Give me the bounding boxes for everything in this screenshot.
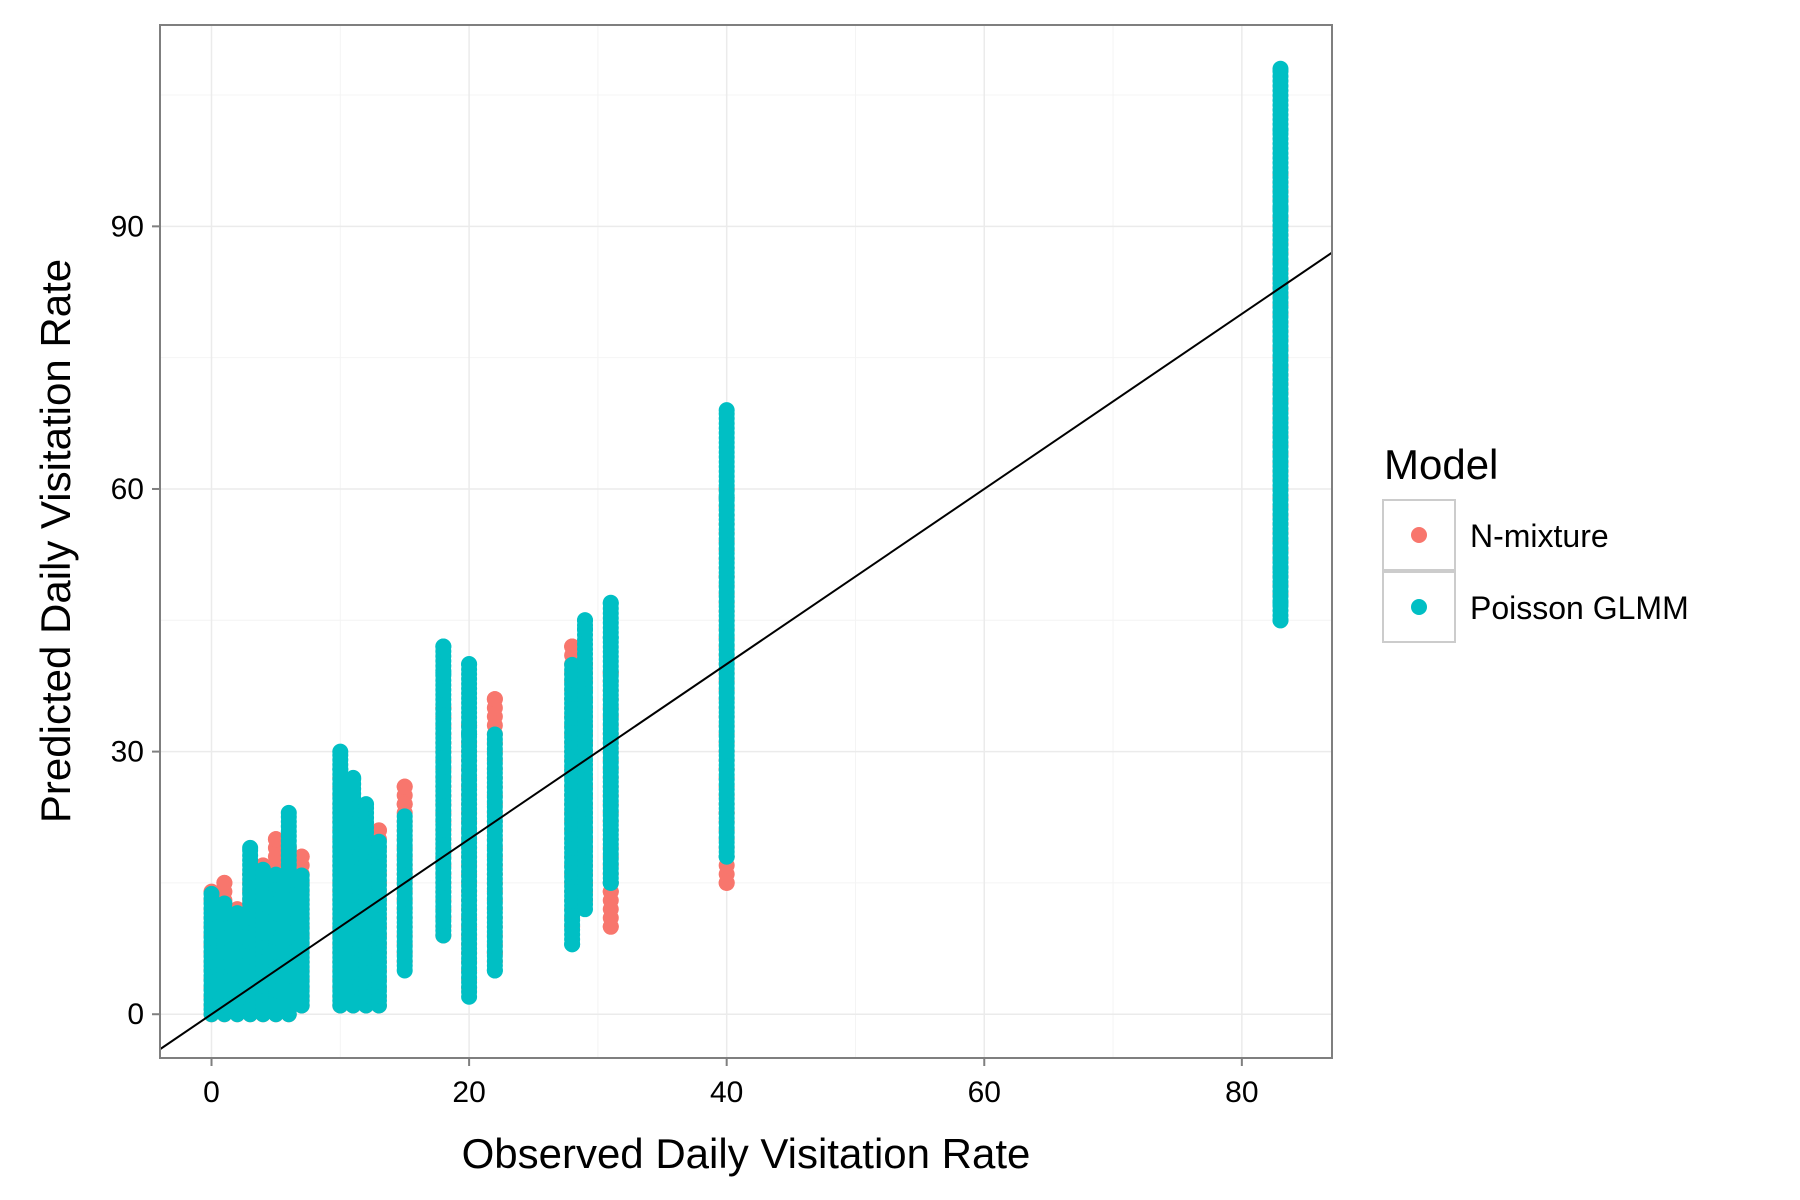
data-point-n-mixture <box>293 848 310 865</box>
x-tick-label: 80 <box>1225 1076 1258 1109</box>
data-point-poisson-glmm <box>461 656 478 673</box>
data-point-n-mixture <box>267 831 284 848</box>
data-point-poisson-glmm <box>280 804 297 821</box>
legend-label-poisson-glmm: Poisson GLMM <box>1470 590 1689 626</box>
data-point-poisson-glmm <box>293 867 310 884</box>
data-point-n-mixture <box>718 874 735 891</box>
points-layer <box>203 60 1289 1023</box>
x-tick-label: 20 <box>452 1076 485 1109</box>
y-tick-label: 0 <box>127 998 144 1031</box>
legend: Model N-mixture Poisson GLMM <box>1382 441 1689 643</box>
data-point-poisson-glmm <box>345 769 362 786</box>
data-point-n-mixture <box>564 638 581 655</box>
x-axis-title: Observed Daily Visitation Rate <box>462 1130 1031 1177</box>
legend-title: Model <box>1384 441 1498 488</box>
data-point-poisson-glmm <box>435 664 452 681</box>
x-tick-label: 60 <box>968 1076 1001 1109</box>
legend-marker-n-mixture <box>1411 527 1427 543</box>
y-tick-label: 60 <box>111 473 144 506</box>
legend-label-n-mixture: N-mixture <box>1470 518 1609 554</box>
data-point-poisson-glmm <box>435 638 452 655</box>
data-point-poisson-glmm <box>1272 60 1289 77</box>
x-tick-label: 0 <box>203 1076 220 1109</box>
data-point-poisson-glmm <box>229 905 246 922</box>
data-point-poisson-glmm <box>203 885 220 902</box>
legend-marker-poisson-glmm <box>1411 599 1427 615</box>
data-point-poisson-glmm <box>602 629 619 646</box>
data-point-poisson-glmm <box>242 839 259 856</box>
y-tick-label: 90 <box>111 210 144 243</box>
data-point-poisson-glmm <box>267 866 284 883</box>
data-point-n-mixture <box>396 778 413 795</box>
x-tick-label: 40 <box>710 1076 743 1109</box>
data-point-poisson-glmm <box>1272 559 1289 576</box>
plot-border <box>159 24 1333 1059</box>
data-point-poisson-glmm <box>370 833 387 850</box>
data-point-poisson-glmm <box>332 761 349 778</box>
data-point-poisson-glmm <box>396 808 413 825</box>
data-point-poisson-glmm <box>358 796 375 813</box>
data-point-poisson-glmm <box>564 936 581 953</box>
data-point-poisson-glmm <box>486 726 503 743</box>
data-point-n-mixture <box>396 796 413 813</box>
data-point-poisson-glmm <box>216 895 233 912</box>
data-point-poisson-glmm <box>602 594 619 611</box>
data-point-poisson-glmm <box>1272 122 1289 139</box>
data-point-poisson-glmm <box>1272 200 1289 217</box>
series-poisson-glmm <box>203 60 1289 1023</box>
data-point-poisson-glmm <box>486 962 503 979</box>
data-point-poisson-glmm <box>718 402 735 419</box>
data-point-n-mixture <box>602 918 619 935</box>
data-point-poisson-glmm <box>1272 612 1289 629</box>
data-point-poisson-glmm <box>577 621 594 638</box>
data-point-poisson-glmm <box>255 861 272 878</box>
reference-line <box>159 251 1333 1051</box>
x-axis-ticks: 0 20 40 60 80 <box>203 1058 1259 1109</box>
data-point-poisson-glmm <box>718 848 735 865</box>
data-point-poisson-glmm <box>1272 594 1289 611</box>
y-tick-label: 30 <box>111 736 144 769</box>
data-point-poisson-glmm <box>564 656 581 673</box>
data-point-poisson-glmm <box>461 726 478 743</box>
data-point-n-mixture <box>216 874 233 891</box>
data-point-n-mixture <box>370 822 387 839</box>
y-axis-title: Predicted Daily Visitation Rate <box>32 259 79 823</box>
data-point-poisson-glmm <box>718 489 735 506</box>
y-axis-ticks: 0 30 60 90 <box>111 210 160 1031</box>
data-point-poisson-glmm <box>332 743 349 760</box>
data-point-poisson-glmm <box>602 874 619 891</box>
data-point-n-mixture <box>486 691 503 708</box>
